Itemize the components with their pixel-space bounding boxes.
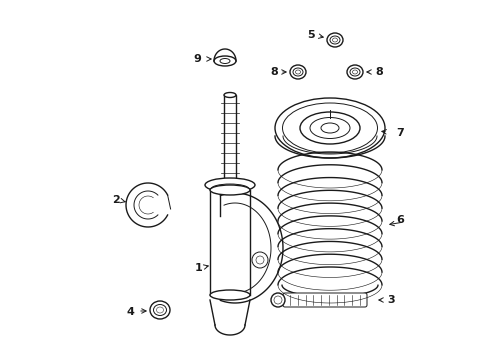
- Ellipse shape: [299, 112, 359, 144]
- Text: 7: 7: [395, 128, 403, 138]
- Ellipse shape: [282, 103, 377, 153]
- Ellipse shape: [156, 307, 163, 313]
- Ellipse shape: [273, 296, 282, 304]
- Ellipse shape: [309, 117, 349, 139]
- Text: 4: 4: [126, 307, 134, 317]
- Ellipse shape: [326, 33, 342, 47]
- Circle shape: [256, 256, 264, 264]
- Text: 2: 2: [112, 195, 120, 205]
- Ellipse shape: [209, 290, 249, 300]
- Text: 8: 8: [270, 67, 278, 77]
- Text: 9: 9: [193, 54, 201, 64]
- Ellipse shape: [274, 98, 384, 158]
- Ellipse shape: [270, 293, 285, 307]
- Text: 3: 3: [386, 295, 394, 305]
- Ellipse shape: [153, 305, 166, 315]
- Bar: [224, 95, 236, 185]
- Ellipse shape: [210, 184, 248, 194]
- Ellipse shape: [295, 70, 300, 74]
- Circle shape: [251, 252, 267, 268]
- Ellipse shape: [204, 178, 254, 192]
- Text: 6: 6: [395, 215, 403, 225]
- Ellipse shape: [352, 70, 357, 74]
- Ellipse shape: [220, 58, 229, 63]
- Ellipse shape: [320, 123, 338, 133]
- Ellipse shape: [329, 36, 339, 44]
- FancyBboxPatch shape: [283, 293, 366, 307]
- Ellipse shape: [150, 301, 170, 319]
- Ellipse shape: [346, 65, 362, 79]
- Ellipse shape: [214, 56, 236, 66]
- Ellipse shape: [289, 65, 305, 79]
- Text: 8: 8: [374, 67, 382, 77]
- Ellipse shape: [332, 38, 337, 42]
- Ellipse shape: [292, 68, 303, 76]
- Ellipse shape: [209, 185, 249, 195]
- Ellipse shape: [224, 93, 236, 98]
- Ellipse shape: [349, 68, 359, 76]
- Text: 1: 1: [194, 263, 202, 273]
- Text: 5: 5: [307, 30, 314, 40]
